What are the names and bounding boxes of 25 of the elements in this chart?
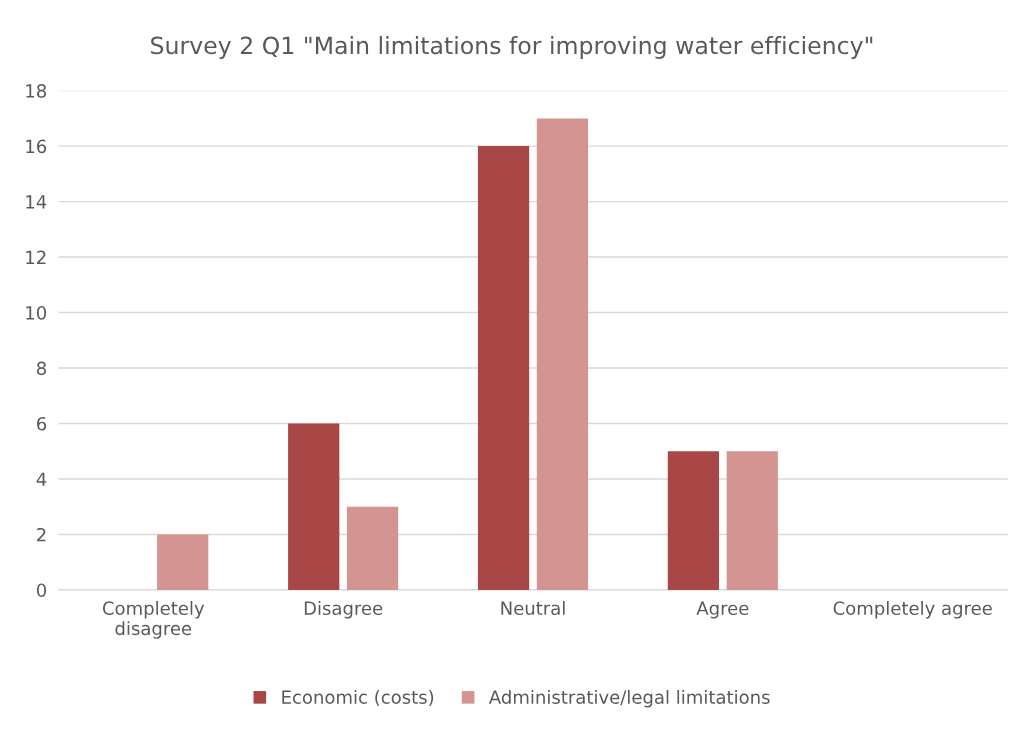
y-tick-label: 0 — [36, 583, 47, 598]
y-tick-label: 2 — [37, 527, 46, 542]
y-tick-label: 14 — [26, 195, 47, 209]
bar — [288, 423, 340, 590]
chart-title: Survey 2 Q1 "Main limitations for improving water efficiency" — [151, 36, 873, 59]
bar — [667, 451, 720, 590]
bar — [536, 118, 589, 590]
x-tick-label: Disagree — [304, 601, 383, 619]
y-tick-label: 12 — [26, 250, 46, 264]
y-tick-label: 16 — [26, 139, 47, 154]
legend-label: Economic (costs) — [282, 689, 434, 707]
y-tick-label: 10 — [26, 306, 47, 320]
x-tick-label: Completely agree — [833, 601, 992, 619]
x-tick-label: Completely disagree — [102, 601, 205, 639]
legend-label: Administrative/legal limitations — [488, 689, 770, 708]
y-tick-label: 4 — [36, 472, 47, 486]
x-tick-label: Agree — [696, 601, 749, 619]
bar — [157, 534, 209, 590]
y-tick-label: 6 — [37, 416, 47, 431]
x-tick-label: Neutral — [501, 601, 565, 615]
y-tick-label: 8 — [36, 361, 47, 376]
bar — [477, 146, 530, 590]
y-tick-label: 18 — [26, 84, 47, 98]
bar — [726, 451, 778, 590]
bar — [346, 506, 399, 590]
